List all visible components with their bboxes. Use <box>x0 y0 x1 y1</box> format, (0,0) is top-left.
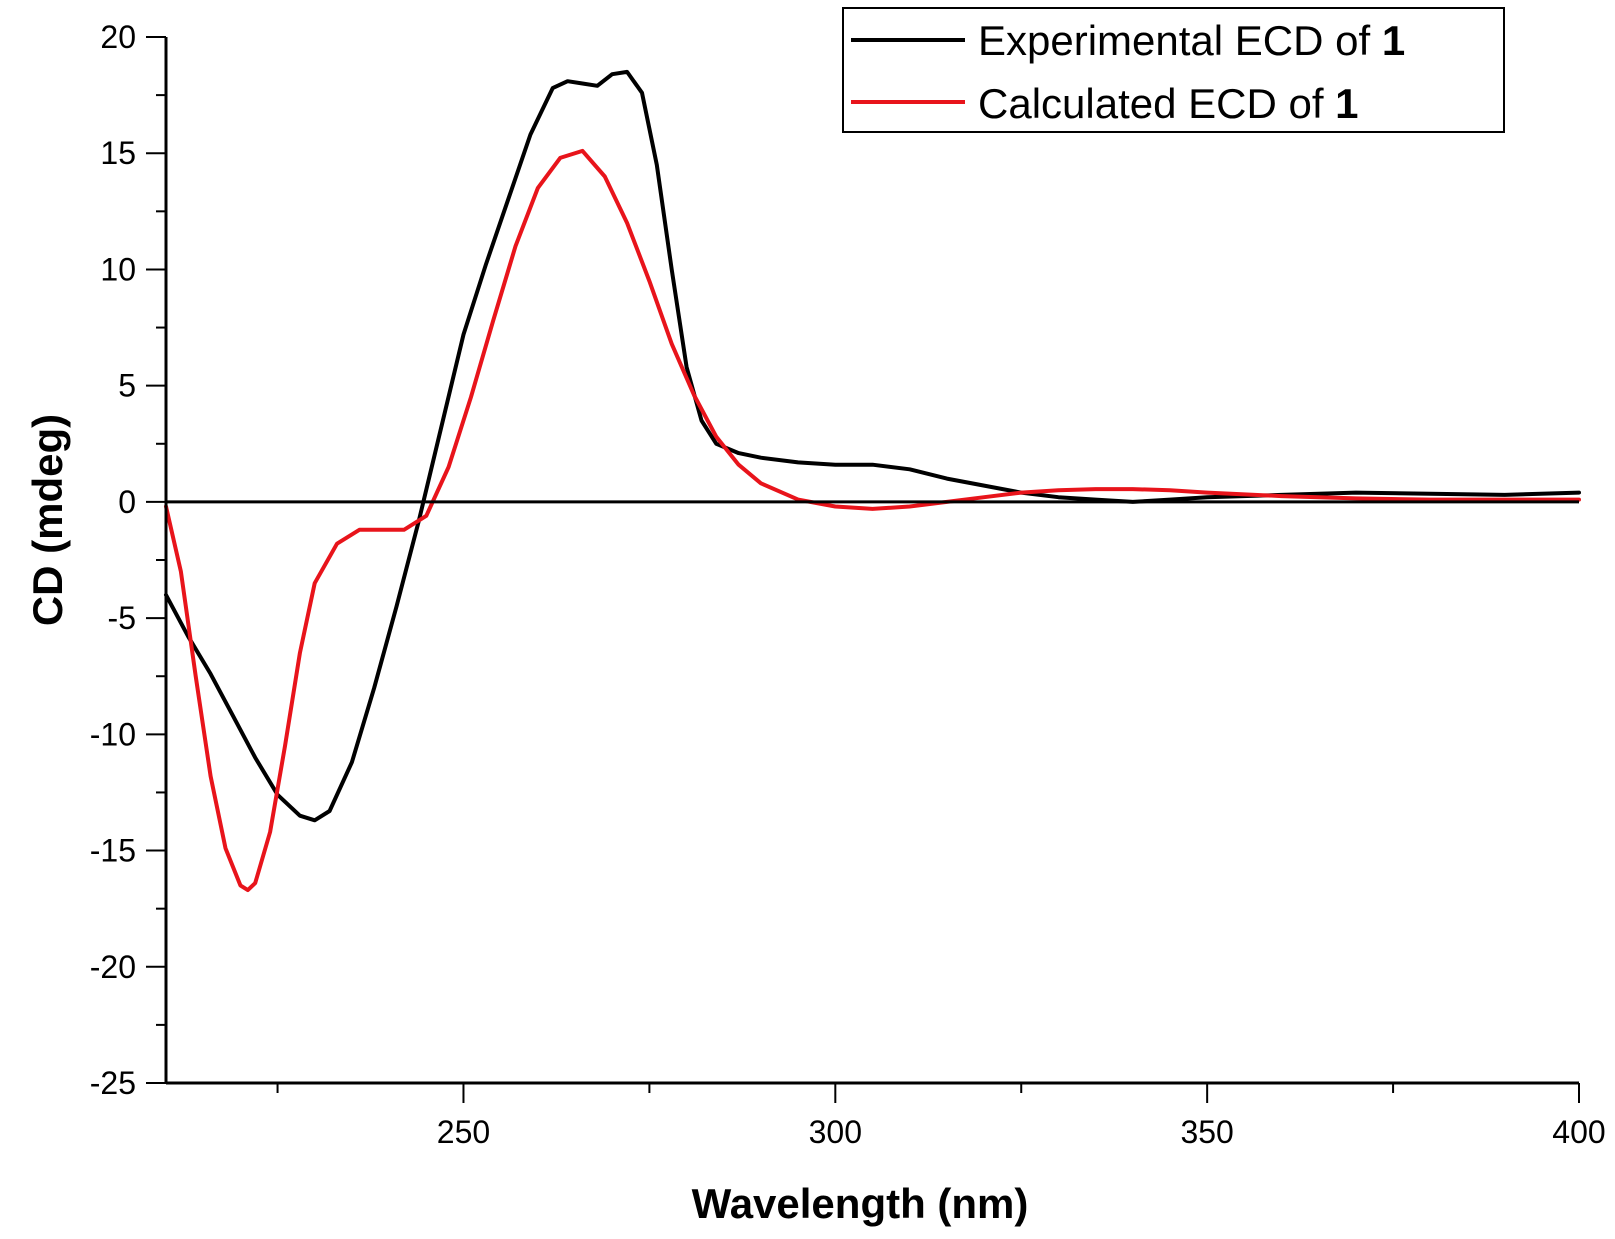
y-tick-label: -10 <box>90 716 136 752</box>
x-tick-label: 300 <box>809 1114 862 1150</box>
x-tick-label: 400 <box>1552 1114 1605 1150</box>
y-tick-label: -25 <box>90 1065 136 1101</box>
legend: Experimental ECD of 1 Calculated ECD of … <box>842 7 1505 133</box>
y-tick-label: -20 <box>90 949 136 985</box>
axis-ticks: -25 -20 -15 -10 -5 0 5 10 15 20 250 300 350 400 <box>90 19 1606 1150</box>
x-axis-title: Wavelength (nm) <box>692 1180 1029 1227</box>
y-tick-label: 0 <box>118 484 136 520</box>
y-tick-label: 10 <box>100 251 136 287</box>
legend-label-calculated: Calculated ECD of 1 <box>978 80 1359 127</box>
y-tick-label: 20 <box>100 19 136 55</box>
series-lines <box>164 69 1581 893</box>
axes <box>164 37 1579 1085</box>
y-tick-label: 5 <box>118 368 136 404</box>
y-tick-label: -5 <box>108 600 136 636</box>
series-line-1 <box>164 148 1581 893</box>
legend-box <box>842 7 1505 133</box>
y-tick-label: 15 <box>100 135 136 171</box>
x-tick-label: 350 <box>1180 1114 1233 1150</box>
x-tick-label: 250 <box>437 1114 490 1150</box>
legend-label-experimental: Experimental ECD of 1 <box>978 17 1405 64</box>
series-line-0 <box>164 69 1581 823</box>
y-axis-title: CD (mdeg) <box>24 414 71 626</box>
y-tick-label: -15 <box>90 833 136 869</box>
